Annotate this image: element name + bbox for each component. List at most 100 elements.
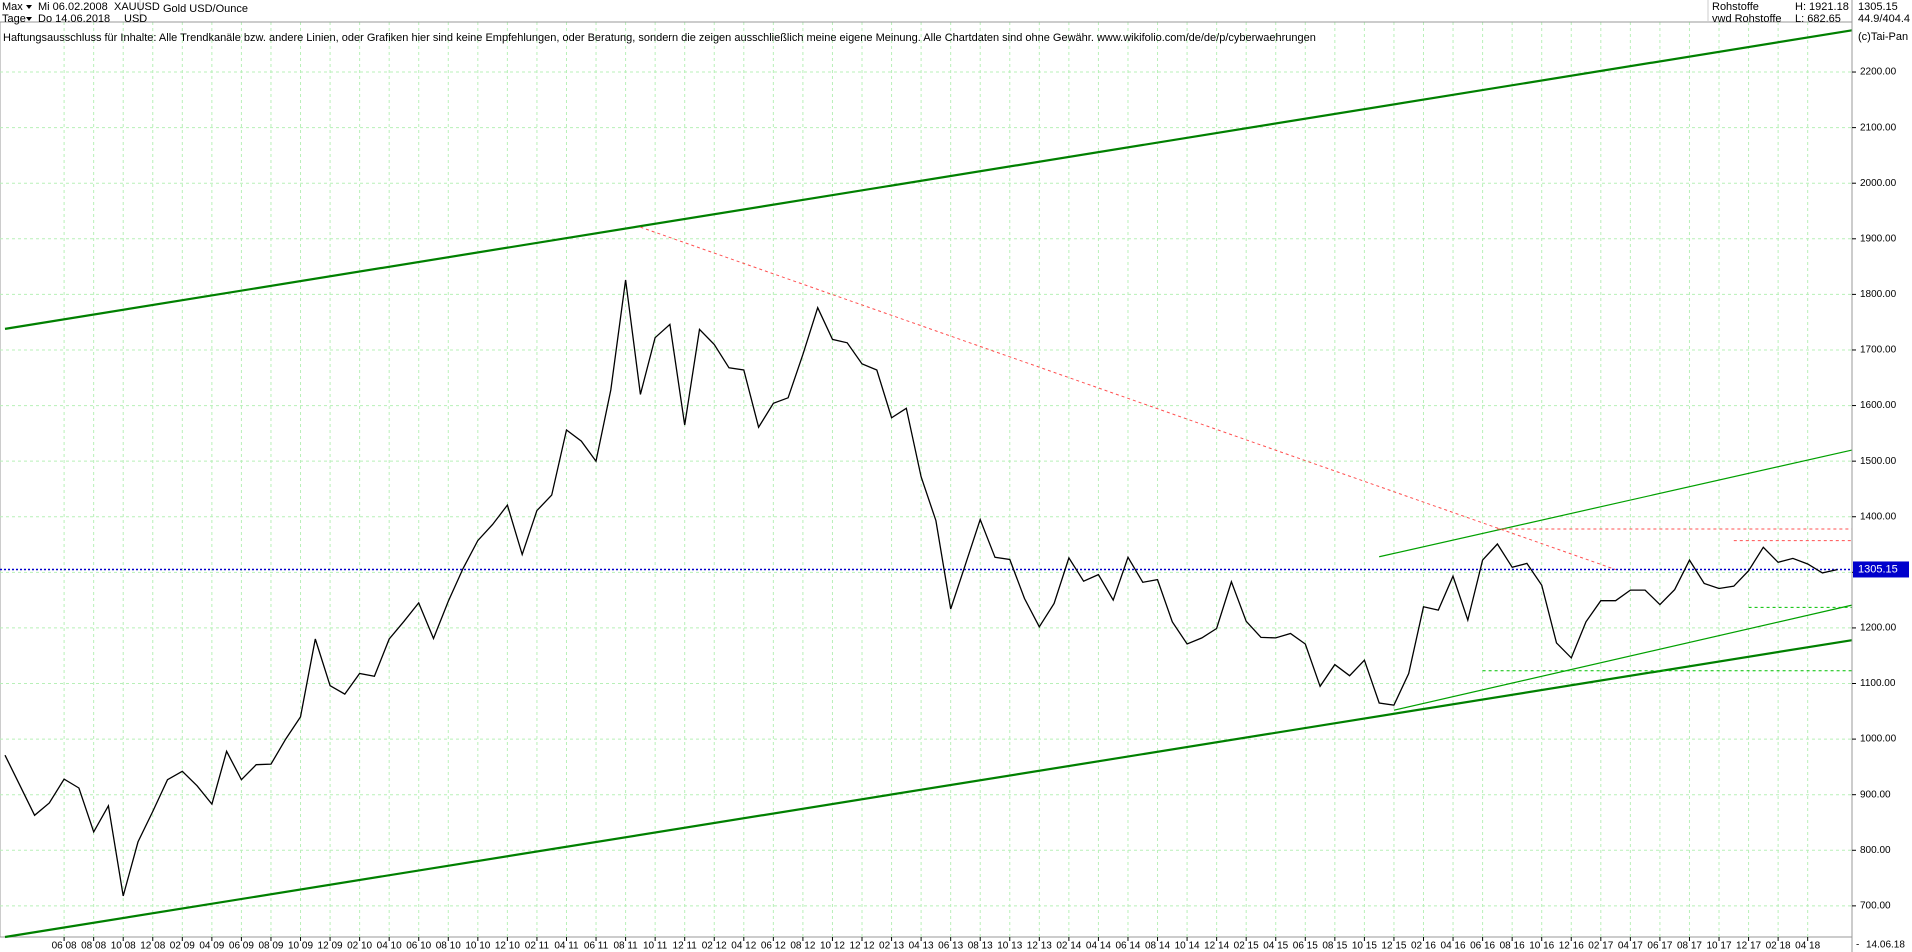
x-tick-label: 10 15 <box>1352 941 1377 952</box>
source: vwd Rohstoffe <box>1712 13 1782 25</box>
y-tick-label: 800.00 <box>1860 845 1891 856</box>
y-tick-label: 1200.00 <box>1860 623 1897 634</box>
dropdown-icon[interactable] <box>26 17 32 21</box>
end-date: Do 14.06.2018 <box>38 13 110 25</box>
y-tick-label: 1600.00 <box>1860 400 1897 411</box>
x-tick-label: 04 16 <box>1441 941 1466 952</box>
y-tick-label: 1000.00 <box>1860 734 1897 745</box>
x-tick-label: 06 10 <box>406 941 431 952</box>
x-tick-label: 08 11 <box>613 941 638 952</box>
x-tick-label: 06 17 <box>1647 941 1672 952</box>
range[interactable]: Max <box>2 1 23 13</box>
y-tick-label: 1900.00 <box>1860 233 1897 244</box>
x-tick-label: 12 10 <box>495 941 520 952</box>
end-date-label: 14.06.18 <box>1866 940 1905 951</box>
x-tick-label: 06 11 <box>584 941 609 952</box>
y-tick-label: 1400.00 <box>1860 511 1897 522</box>
x-tick-label: 10 17 <box>1707 941 1732 952</box>
x-tick-label: 10 13 <box>997 941 1022 952</box>
start-date: Mi 06.02.2008 <box>38 1 108 13</box>
period[interactable]: Tage <box>2 13 26 25</box>
trend-line <box>1393 604 1853 711</box>
instrument-name: Gold USD/Ounce <box>163 3 248 15</box>
x-tick-label: 04 15 <box>1263 941 1288 952</box>
currency: USD <box>124 13 147 25</box>
low: L: 682.65 <box>1795 13 1841 25</box>
x-tick-label: 10 12 <box>820 941 845 952</box>
x-tick-label: 02 16 <box>1411 941 1436 952</box>
x-tick-label: 08 14 <box>1145 941 1170 952</box>
x-tick-label: 02 12 <box>702 941 727 952</box>
x-tick-label: 10 14 <box>1175 941 1200 952</box>
x-tick-label: 06 08 <box>52 941 77 952</box>
x-tick-label: 10 16 <box>1529 941 1554 952</box>
x-tick-label: 04 12 <box>731 941 756 952</box>
x-tick-label: 06 14 <box>1115 941 1140 952</box>
x-tick-label: 02 15 <box>1234 941 1259 952</box>
price-line <box>4 279 1838 897</box>
x-tick-label: 06 16 <box>1470 941 1495 952</box>
x-tick-label: 12 13 <box>1027 941 1052 952</box>
x-tick-label: 02 14 <box>1056 941 1081 952</box>
x-tick-label: 08 17 <box>1677 941 1702 952</box>
x-tick-label: 04 18 <box>1795 941 1820 952</box>
x-tick-label: 10 08 <box>111 941 136 952</box>
disclaimer: Haftungsausschluss für Inhalte: Alle Tre… <box>3 32 1316 44</box>
plot-area <box>0 21 1853 938</box>
high: H: 1921.18 <box>1795 1 1849 13</box>
y-tick-label: 1100.00 <box>1860 678 1896 689</box>
x-tick-label: 08 15 <box>1322 941 1347 952</box>
trend-line <box>4 29 1853 330</box>
trend-line <box>1379 449 1853 558</box>
x-tick-label: 08 13 <box>968 941 993 952</box>
x-tick-label: 02 11 <box>525 941 550 952</box>
current-price-box <box>1853 561 1909 578</box>
x-tick-label: 08 10 <box>436 941 461 952</box>
x-tick-label: 04 09 <box>199 941 224 952</box>
trend-line <box>640 226 1616 571</box>
x-tick-label: 02 09 <box>170 941 195 952</box>
x-tick-label: 04 13 <box>909 941 934 952</box>
x-tick-label: 02 13 <box>879 941 904 952</box>
y-tick-label: 700.00 <box>1860 901 1891 912</box>
plot <box>0 22 1853 939</box>
y-tick-label: 1500.00 <box>1860 456 1897 467</box>
x-tick-label: 04 17 <box>1618 941 1643 952</box>
x-tick-label: 12 14 <box>1204 941 1229 952</box>
x-tick-label: 08 09 <box>258 941 283 952</box>
last-price: 1305.15 <box>1858 1 1898 13</box>
y-tick-label: 1700.00 <box>1860 345 1897 356</box>
x-tick-label: 02 18 <box>1766 941 1791 952</box>
dash: - <box>1856 940 1859 951</box>
x-tick-label: 08 08 <box>81 941 106 952</box>
x-tick-label: 12 08 <box>140 941 165 952</box>
x-tick-label: 10 09 <box>288 941 313 952</box>
x-tick-label: 02 10 <box>347 941 372 952</box>
trend-line <box>4 639 1853 939</box>
x-tick-label: 08 16 <box>1500 941 1525 952</box>
x-tick-label: 04 10 <box>377 941 402 952</box>
ratio: 44.9/404.4 <box>1858 13 1910 25</box>
x-tick-label: 10 10 <box>465 941 490 952</box>
current-price-label: 1305.15 <box>1858 563 1898 575</box>
dropdown-icon[interactable] <box>26 5 32 9</box>
x-tick-label: 06 12 <box>761 941 786 952</box>
x-tick-label: 04 14 <box>1086 941 1111 952</box>
x-tick-label: 12 11 <box>673 941 698 952</box>
x-tick-label: 02 17 <box>1588 941 1613 952</box>
y-tick-label: 2200.00 <box>1860 67 1897 78</box>
x-tick-label: 06 13 <box>938 941 963 952</box>
x-tick-label: 12 09 <box>318 941 343 952</box>
symbol: XAUUSD <box>114 1 160 13</box>
y-tick-label: 1800.00 <box>1860 289 1897 300</box>
x-tick-label: 12 17 <box>1736 941 1761 952</box>
market: Rohstoffe <box>1712 1 1759 13</box>
x-tick-label: 10 11 <box>643 941 668 952</box>
x-tick-label: 08 12 <box>790 941 815 952</box>
y-tick-label: 2100.00 <box>1860 122 1897 133</box>
x-tick-label: 06 15 <box>1293 941 1318 952</box>
y-tick-label: 2000.00 <box>1860 178 1897 189</box>
copyright: (c)Tai-Pan <box>1858 31 1908 43</box>
x-tick-label: 06 09 <box>229 941 254 952</box>
